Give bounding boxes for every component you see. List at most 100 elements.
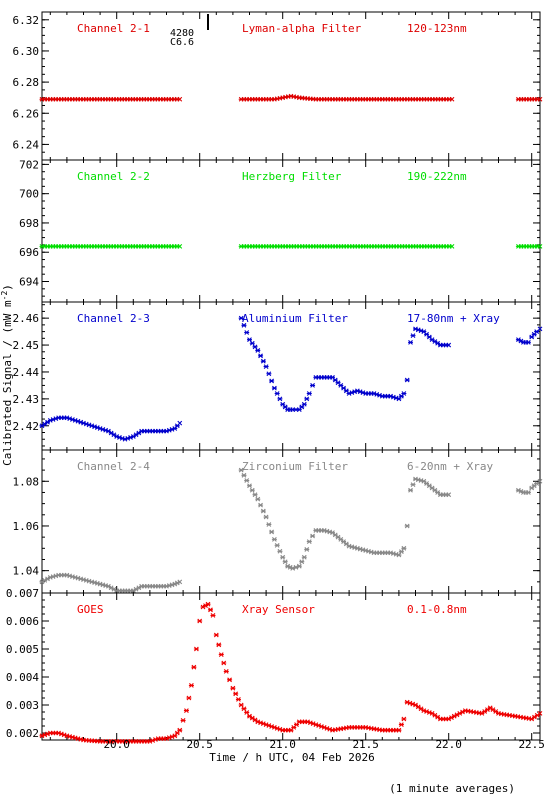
data-point [449, 96, 455, 102]
y-tick-label: 696 [19, 246, 39, 259]
y-tick-label: 6.24 [13, 138, 40, 151]
data-point [210, 613, 216, 618]
data-point [277, 548, 283, 554]
y-tick-label: 2.46 [13, 312, 40, 325]
data-point [238, 315, 244, 321]
data-point [255, 348, 261, 353]
data-point [207, 607, 213, 613]
y-tick-label: 1.06 [13, 520, 40, 533]
panel-band-label: 120-123nm [407, 22, 467, 35]
data-point [177, 96, 183, 102]
data-point [537, 96, 543, 102]
data-point [177, 579, 183, 585]
data-point [306, 539, 312, 544]
data-point [186, 695, 192, 701]
panel-3: 2.42 2.43 2.44 2.45 2.46 Channel 2-3 Aluminium… [13, 301, 543, 451]
data-point [255, 496, 261, 502]
y-tick-label: 0.007 [6, 587, 39, 600]
data-point [266, 522, 272, 527]
x-tick-label: 20.5 [186, 738, 213, 751]
y-tick-label: 1.04 [13, 565, 40, 578]
data-point [271, 385, 277, 391]
data-point [446, 492, 452, 498]
data-point [396, 727, 402, 733]
data-point [310, 533, 316, 539]
data-point [304, 547, 310, 552]
data-point [249, 487, 255, 493]
data-point [296, 563, 302, 569]
panel-channel-label: Channel 2-1 [77, 22, 150, 35]
data-point [183, 708, 189, 713]
y-tick-label: 1.08 [13, 475, 40, 488]
data-point [177, 243, 183, 249]
panel-5: 0.002 0.003 0.004 0.005 0.006 0.007 GOES Xray S… [6, 587, 543, 744]
averaging-footnote: (1 minute averages) [389, 782, 515, 795]
data-point [271, 536, 277, 542]
series-markers [39, 315, 543, 442]
y-tick-label: 6.28 [13, 76, 40, 89]
data-point [537, 711, 543, 716]
data-point [216, 642, 222, 648]
y-tick-label: 694 [19, 276, 39, 289]
data-point [396, 552, 402, 558]
series-markers [39, 243, 543, 249]
data-point [274, 391, 280, 396]
data-point [404, 523, 410, 529]
data-point [260, 358, 266, 364]
panel-filter-label: Lyman-alpha Filter [242, 22, 362, 35]
data-point [537, 243, 543, 249]
panel-band-label: 190-222nm [407, 170, 467, 183]
data-point [269, 529, 275, 535]
data-point [299, 559, 305, 565]
panel-band-label: 6-20nm + Xray [407, 460, 493, 473]
series-markers [39, 601, 543, 744]
panel-channel-label: Channel 2-2 [77, 170, 150, 183]
panel-frame [41, 592, 541, 741]
data-point [244, 710, 250, 715]
data-point [258, 353, 264, 359]
x-tick-label: 20.0 [103, 738, 130, 751]
data-point [218, 652, 224, 657]
data-point [177, 420, 183, 426]
data-point [205, 601, 211, 607]
data-point [301, 401, 307, 407]
x-tick-label: 21.0 [269, 738, 296, 751]
data-point [177, 727, 183, 733]
data-point [241, 322, 247, 328]
data-point [263, 514, 269, 520]
y-tick-label: 2.42 [13, 420, 40, 433]
data-point [537, 478, 543, 484]
data-point [310, 383, 316, 388]
data-point [230, 685, 236, 691]
data-point [223, 669, 229, 674]
y-tick-label: 0.005 [6, 643, 39, 656]
data-point [193, 646, 199, 652]
event-marker-label-class: C6.6 [170, 37, 194, 48]
data-point [221, 660, 227, 666]
data-point [401, 545, 407, 551]
data-point [213, 632, 219, 638]
data-point [244, 478, 250, 483]
data-point [252, 344, 258, 350]
data-point [408, 487, 414, 493]
data-point [266, 371, 272, 377]
y-tick-label: 0.002 [6, 727, 39, 740]
x-tick-label: 22.5 [518, 738, 545, 751]
data-point [227, 677, 233, 683]
data-point [197, 618, 203, 624]
y-tick-label: 2.43 [13, 393, 40, 406]
data-point [244, 330, 250, 335]
y-tick-label: 2.45 [13, 339, 40, 352]
y-tick-label: 0.004 [6, 671, 39, 684]
data-point [274, 542, 280, 548]
data-point [446, 342, 452, 348]
data-point [398, 722, 404, 727]
panel-filter-label: Aluminium Filter [242, 312, 348, 325]
data-point [401, 391, 407, 396]
data-point [241, 472, 247, 478]
data-point [249, 340, 255, 346]
y-axis-label: Calibrated Signal / (mW m-2) [0, 284, 14, 466]
data-point [188, 683, 194, 688]
panel-4: 1.04 1.06 1.08 Channel 2-4 Zirconium Filter 6… [13, 449, 543, 594]
